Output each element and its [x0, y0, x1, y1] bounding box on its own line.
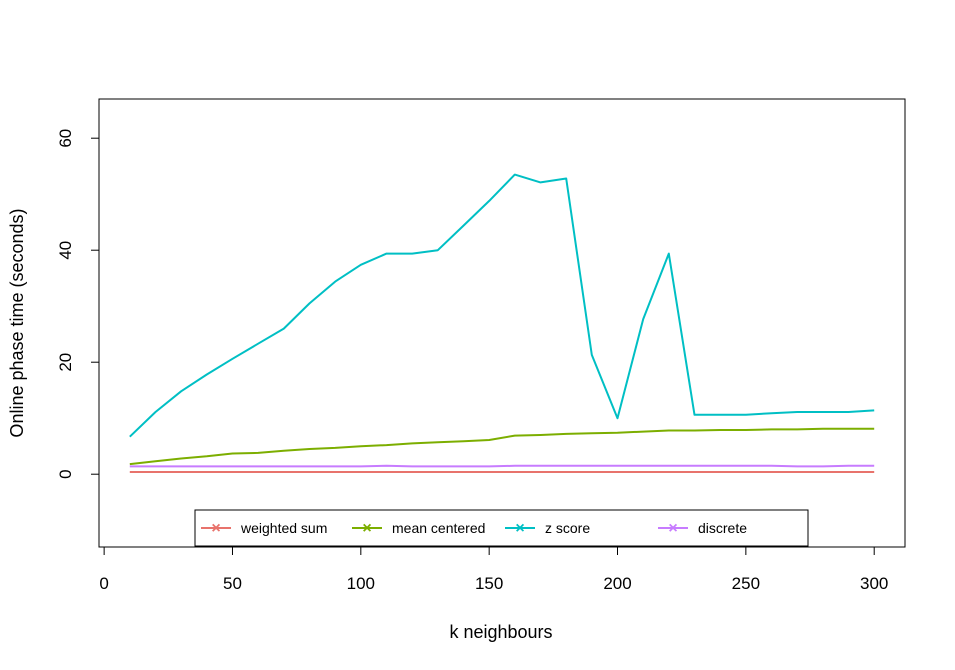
- y-tick-label: 60: [56, 129, 75, 148]
- legend-box: [194, 509, 809, 547]
- legend: × weighted sum × mean centered × z score × disc…: [194, 509, 809, 547]
- series-line-mean-centered: [129, 427, 875, 466]
- x-tick-label: 100: [347, 574, 375, 593]
- legend-label: mean centered: [392, 520, 485, 536]
- legend-marker: ×: [515, 520, 524, 537]
- y-tick-label: 0: [56, 469, 75, 478]
- legend-marker: ×: [668, 520, 677, 537]
- legend-marker: ×: [211, 520, 220, 537]
- y-axis-title: Online phase time (seconds): [7, 208, 27, 437]
- series-layer: [129, 173, 875, 473]
- series-line-discrete: [129, 464, 875, 468]
- plot-frame: [98, 98, 906, 548]
- x-tick-label: 0: [99, 574, 108, 593]
- legend-label: z score: [545, 520, 590, 536]
- x-tick-label: 50: [223, 574, 242, 593]
- y-tick-label: 20: [56, 353, 75, 372]
- x-tick-label: 300: [860, 574, 888, 593]
- legend-label: discrete: [698, 520, 747, 536]
- x-axis-title: k neighbours: [449, 622, 552, 642]
- legend-label: weighted sum: [240, 520, 327, 536]
- y-tick-label: 40: [56, 241, 75, 260]
- y-axis: 0 20 40 60: [56, 129, 100, 479]
- x-axis: 0 50 100 150 200 250 300: [99, 546, 888, 593]
- x-tick-label: 250: [732, 574, 760, 593]
- x-tick-label: 200: [603, 574, 631, 593]
- legend-marker: ×: [362, 520, 371, 537]
- x-tick-label: 150: [475, 574, 503, 593]
- series-line-z-score: [129, 173, 875, 438]
